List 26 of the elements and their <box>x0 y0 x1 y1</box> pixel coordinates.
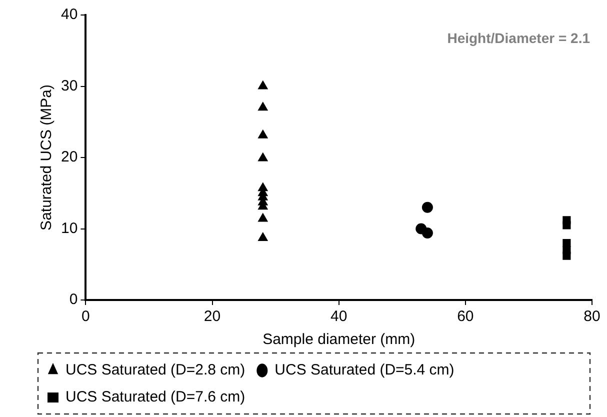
y-tick-label: 30 <box>60 77 78 94</box>
legend-label: UCS Saturated (D=5.4 cm) <box>274 362 454 379</box>
point <box>258 102 268 111</box>
x-tick-label: 60 <box>457 308 474 326</box>
point <box>258 232 268 242</box>
x-axis-title: Sample diameter (mm) <box>262 331 416 348</box>
point <box>258 80 268 90</box>
x-tick-label: 0 <box>82 308 90 326</box>
y-axis-title: Saturated UCS (MPa) <box>38 84 56 230</box>
point <box>422 228 433 239</box>
y-tick-label: 40 <box>60 6 78 24</box>
y-tick-label: 0 <box>69 291 78 308</box>
point <box>258 213 268 222</box>
x-tick-label: 20 <box>204 308 221 326</box>
annotation: Height/Diameter = 2.1 <box>447 30 590 46</box>
point <box>422 202 433 213</box>
x-tick-label: 80 <box>584 308 600 326</box>
legend-label: UCS Saturated (D=2.8 cm) <box>66 362 246 379</box>
point <box>258 152 268 162</box>
y-tick-label: 20 <box>60 148 78 166</box>
point <box>562 252 571 260</box>
point <box>258 130 268 138</box>
point <box>562 221 571 230</box>
x-tick-label: 40 <box>330 308 348 326</box>
legend-label: UCS Saturated (D=7.6 cm) <box>66 388 246 406</box>
y-tick-label: 10 <box>60 220 78 237</box>
